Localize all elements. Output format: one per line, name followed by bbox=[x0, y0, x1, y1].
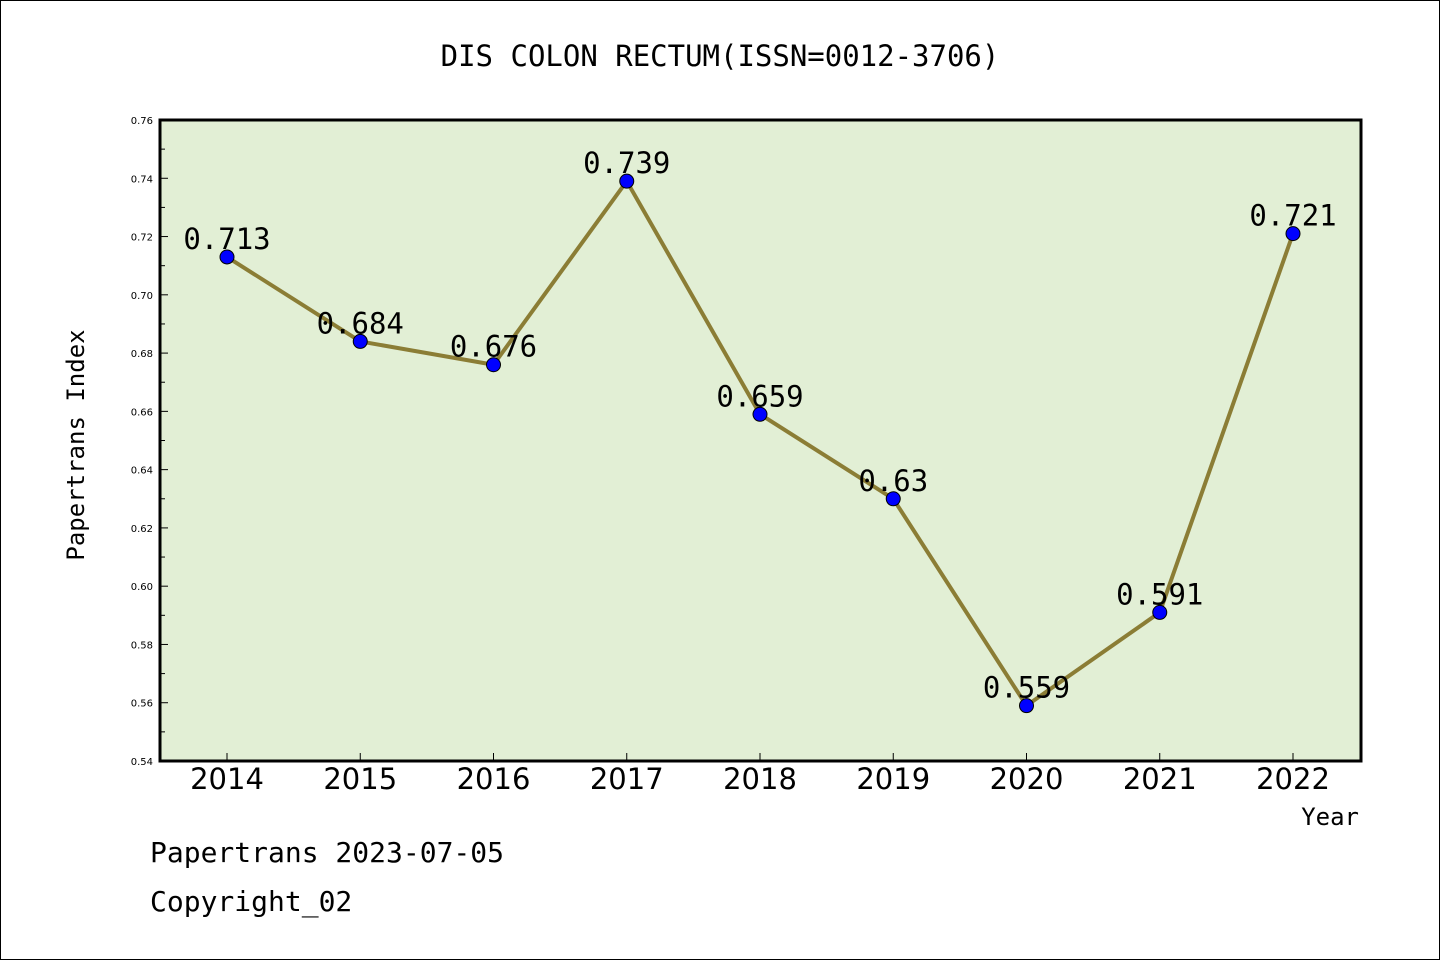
data-label: 0.63 bbox=[858, 464, 928, 498]
y-tick-label: 0.56 bbox=[131, 699, 153, 710]
y-tick-label: 0.76 bbox=[131, 116, 153, 127]
data-label: 0.676 bbox=[450, 330, 537, 364]
x-tick-label: 2020 bbox=[990, 762, 1064, 796]
data-point-marker bbox=[1152, 604, 1168, 620]
data-point-marker bbox=[1019, 698, 1034, 714]
data-label: 0.659 bbox=[716, 379, 803, 413]
data-label: 0.591 bbox=[1116, 577, 1203, 611]
y-tick-label: 0.62 bbox=[131, 524, 153, 535]
y-tick-label: 0.54 bbox=[131, 757, 153, 768]
data-point-marker bbox=[752, 406, 768, 422]
data-point-marker bbox=[1285, 226, 1301, 242]
x-tick-label: 2017 bbox=[590, 762, 664, 796]
y-tick-label: 0.58 bbox=[131, 640, 153, 651]
data-label: 0.721 bbox=[1249, 199, 1336, 233]
chart-title: DIS COLON RECTUM(ISSN=0012-3706) bbox=[441, 39, 1000, 73]
y-tick-label: 0.70 bbox=[131, 291, 153, 302]
y-tick-label: 0.68 bbox=[131, 349, 153, 360]
x-tick-label: 2019 bbox=[856, 762, 930, 796]
data-label: 0.684 bbox=[317, 306, 404, 340]
data-label: 0.713 bbox=[183, 222, 270, 256]
x-tick-label: 2021 bbox=[1123, 762, 1197, 796]
data-point-marker bbox=[352, 333, 368, 349]
x-tick-label: 2015 bbox=[323, 762, 397, 796]
y-tick-label: 0.74 bbox=[131, 174, 153, 185]
footer-date-text: Papertrans 2023-07-05 bbox=[150, 836, 505, 869]
plot-area bbox=[158, 118, 1363, 763]
data-label: 0.739 bbox=[583, 146, 670, 180]
data-point-marker bbox=[619, 173, 635, 189]
y-tick-label: 0.64 bbox=[131, 466, 153, 477]
data-label: 0.559 bbox=[983, 671, 1070, 705]
x-axis-label: Year bbox=[1301, 803, 1359, 831]
data-point-marker bbox=[885, 491, 901, 507]
data-point-marker bbox=[219, 249, 235, 265]
x-tick-label: 2016 bbox=[457, 762, 531, 796]
y-tick-label: 0.72 bbox=[131, 233, 153, 244]
data-point-marker bbox=[486, 357, 501, 373]
y-axis-label: Papertrans Index bbox=[62, 329, 90, 560]
footer-copyright-text: Copyright_02 bbox=[150, 885, 353, 918]
x-tick-label: 2018 bbox=[723, 762, 797, 796]
y-tick-label: 0.66 bbox=[131, 407, 153, 418]
y-tick-label: 0.60 bbox=[131, 582, 153, 593]
x-tick-label: 2014 bbox=[190, 762, 264, 796]
x-tick-label: 2022 bbox=[1256, 762, 1330, 796]
